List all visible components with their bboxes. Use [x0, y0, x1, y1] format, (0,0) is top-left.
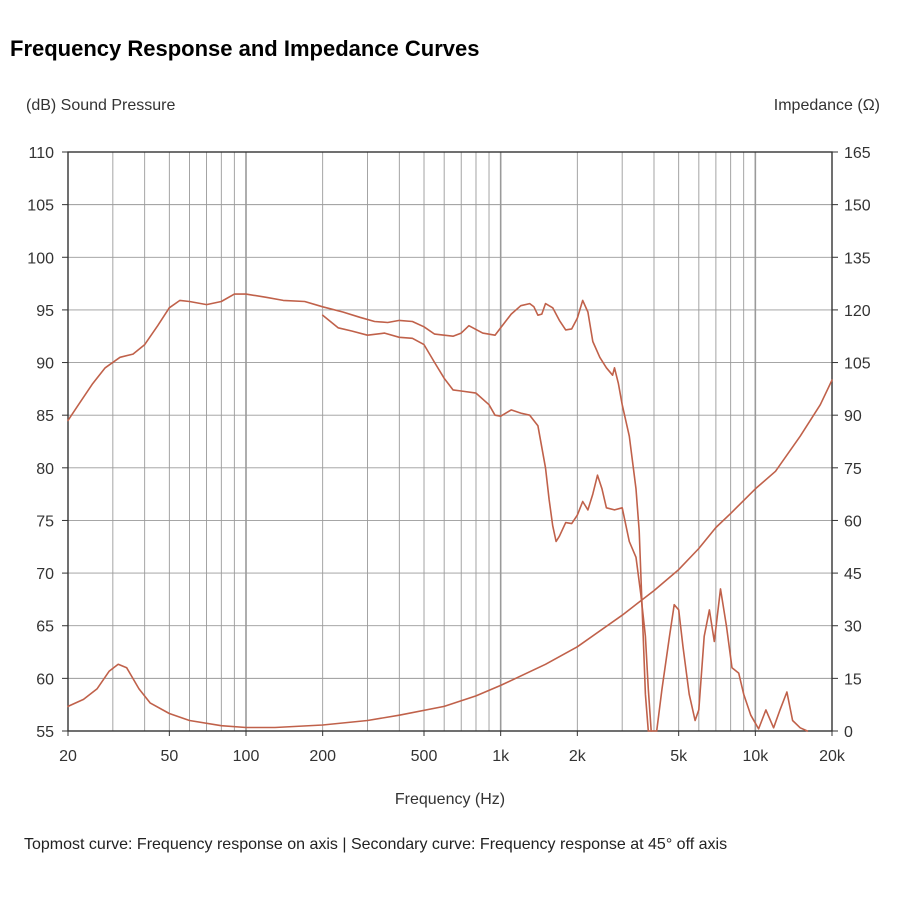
x-tick-label: 10k: [742, 748, 769, 765]
y-tick-label-right: 90: [844, 408, 862, 425]
y-axis-label-left: (dB) Sound Pressure: [26, 97, 176, 114]
y-tick-label-right: 60: [844, 513, 862, 530]
impedance-line: [67, 379, 833, 729]
y-tick-label-left: 55: [36, 724, 54, 741]
chart-title: Frequency Response and Impedance Curves: [10, 36, 480, 61]
y-tick-label-left: 80: [36, 461, 54, 478]
y-tick-label-left: 110: [28, 145, 54, 162]
y-tick-label-left: 65: [36, 619, 54, 636]
y-tick-label-right: 0: [844, 724, 853, 741]
y-tick-label-right: 75: [844, 461, 862, 478]
y-tick-label-right: 135: [844, 250, 871, 267]
y-tick-label-left: 105: [27, 198, 54, 215]
y-tick-label-left: 60: [36, 671, 54, 688]
x-tick-label: 200: [309, 748, 336, 765]
y-tick-label-right: 45: [844, 566, 862, 583]
y-tick-label-left: 95: [36, 303, 54, 320]
y-tick-label-right: 105: [844, 356, 871, 373]
y-axis-label-right: Impedance (Ω): [774, 97, 880, 114]
plot-area: [68, 152, 832, 731]
y-tick-label-left: 90: [36, 356, 54, 373]
y-tick-label-left: 70: [36, 566, 54, 583]
y-tick-label-right: 30: [844, 619, 862, 636]
x-tick-label: 20: [59, 748, 77, 765]
off-axis-response-line: [321, 314, 652, 732]
on-axis-response-line: [67, 293, 809, 732]
x-tick-label: 50: [160, 748, 178, 765]
x-tick-label: 2k: [569, 748, 587, 765]
y-tick-label-right: 15: [844, 671, 862, 688]
y-tick-label-right: 165: [844, 145, 871, 162]
chart-caption: Topmost curve: Frequency response on axi…: [24, 836, 728, 853]
x-tick-label: 5k: [670, 748, 688, 765]
x-tick-label: 100: [233, 748, 260, 765]
x-tick-label: 500: [411, 748, 438, 765]
plot-frame: [67, 151, 833, 732]
y-tick-label-left: 85: [36, 408, 54, 425]
x-axis-label: Frequency (Hz): [395, 791, 505, 808]
y-tick-label-left: 75: [36, 513, 54, 530]
y-tick-label-left: 100: [27, 250, 54, 267]
y-tick-label-right: 150: [844, 198, 871, 215]
x-tick-label: 20k: [819, 748, 846, 765]
x-tick-label: 1k: [492, 748, 510, 765]
y-tick-label-right: 120: [844, 303, 871, 320]
